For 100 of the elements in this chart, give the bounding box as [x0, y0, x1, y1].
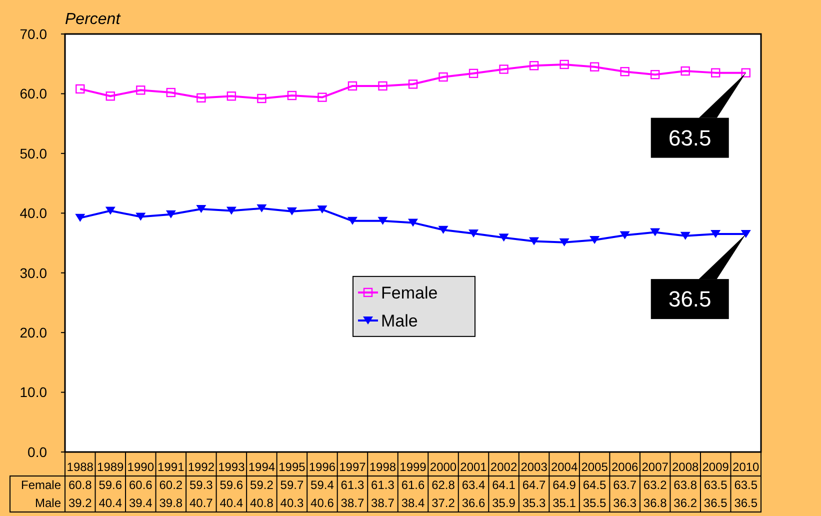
data-label: 61.3 — [371, 478, 395, 492]
point — [408, 218, 418, 227]
data-label: 59.3 — [189, 478, 214, 492]
point — [378, 81, 388, 91]
data-label: 63.8 — [674, 478, 698, 492]
x-tick-label: 2010 — [732, 460, 760, 474]
x-tick-label: 2004 — [550, 460, 578, 474]
legend-label: Male — [381, 311, 418, 330]
data-label: 36.2 — [674, 496, 698, 510]
x-tick-label: 1998 — [369, 460, 396, 474]
x-tick-label: 2005 — [581, 460, 608, 474]
point — [529, 61, 539, 70]
point — [680, 232, 690, 240]
x-tick-label: 1997 — [339, 460, 366, 474]
x-tick-label: 1988 — [66, 460, 94, 474]
data-label: 38.7 — [371, 496, 395, 510]
point — [76, 84, 85, 94]
point — [408, 80, 418, 89]
data-label: 39.2 — [68, 496, 92, 510]
x-tick-label: 1989 — [97, 460, 124, 474]
point — [499, 64, 508, 74]
point — [559, 238, 570, 246]
point — [560, 60, 569, 70]
point — [136, 212, 146, 221]
y-tick-label: 30.0 — [20, 264, 48, 281]
data-label: 40.8 — [250, 496, 274, 510]
data-label: 64.7 — [522, 478, 546, 492]
point — [680, 66, 690, 76]
data-label: 63.4 — [462, 478, 486, 492]
point — [741, 68, 750, 78]
x-tick-label: 1991 — [158, 460, 185, 474]
data-label: 59.6 — [98, 478, 122, 492]
point — [650, 70, 660, 80]
data-label: 61.6 — [401, 478, 425, 492]
data-label: 35.5 — [582, 496, 607, 510]
text: Female — [20, 478, 61, 492]
data-label: 40.3 — [280, 496, 304, 510]
point — [317, 206, 328, 214]
data-label: 61.3 — [340, 478, 364, 492]
y-tick-label: 50.0 — [20, 145, 48, 162]
data-label: 40.4 — [98, 496, 122, 510]
data-label: 64.9 — [552, 478, 576, 492]
annotation: 36.5 — [668, 286, 712, 312]
legend-label: Female — [381, 283, 438, 302]
data-label: 63.2 — [643, 478, 668, 492]
data-label: 62.8 — [432, 478, 456, 492]
y-tick-label: 70.0 — [20, 26, 48, 42]
x-tick-label: 2007 — [642, 460, 669, 474]
data-label: 36.3 — [613, 496, 637, 510]
x-tick-label: 2002 — [490, 460, 518, 474]
data-label: 63.5 — [734, 478, 758, 492]
point — [105, 206, 116, 215]
point — [347, 216, 358, 225]
y-tick-label: 60.0 — [20, 86, 48, 102]
point — [650, 228, 660, 236]
x-tick-label: 1994 — [248, 460, 276, 474]
x-tick-label: 1996 — [308, 460, 336, 474]
data-label: 35.1 — [552, 496, 576, 510]
x-tick-label: 1999 — [400, 460, 427, 474]
x-tick-label: 2000 — [430, 460, 457, 474]
point — [711, 68, 720, 78]
point — [438, 226, 448, 234]
y-tick-label: 10.0 — [20, 384, 48, 400]
point — [620, 231, 630, 240]
point — [378, 216, 388, 225]
x-tick-label: 2009 — [702, 460, 730, 474]
point — [468, 68, 478, 78]
point — [590, 62, 600, 72]
point — [106, 92, 115, 101]
text: Male — [34, 496, 61, 510]
y-tick-label: 20.0 — [20, 324, 48, 340]
data-label: 40.7 — [189, 496, 214, 510]
data-label: 63.7 — [613, 478, 637, 492]
data-label: 38.7 — [340, 496, 364, 510]
point — [740, 230, 751, 238]
data-label: 60.8 — [68, 478, 92, 492]
data-label: 59.2 — [250, 478, 274, 492]
point — [620, 67, 630, 76]
point — [136, 86, 146, 95]
data-label: 37.2 — [432, 496, 456, 510]
x-tick-label: 1992 — [188, 460, 215, 474]
point — [468, 229, 479, 238]
point — [75, 214, 86, 222]
point — [226, 92, 236, 101]
point — [257, 94, 266, 104]
y-axis-title: Percent — [65, 11, 121, 28]
data-label: 35.3 — [522, 496, 546, 510]
data-label: 39.4 — [128, 496, 153, 510]
point — [529, 237, 540, 246]
point — [196, 204, 206, 213]
data-label: 64.5 — [582, 478, 607, 492]
point — [226, 206, 236, 215]
annotation: 63.5 — [668, 126, 712, 151]
data-label: 64.1 — [492, 478, 516, 492]
y-tick-label: 40.0 — [20, 205, 48, 222]
data-label: 59.7 — [280, 478, 304, 492]
point — [166, 88, 176, 98]
data-label: 60.6 — [128, 478, 153, 492]
data-label: 39.8 — [159, 496, 183, 510]
data-label: 38.4 — [401, 496, 425, 510]
